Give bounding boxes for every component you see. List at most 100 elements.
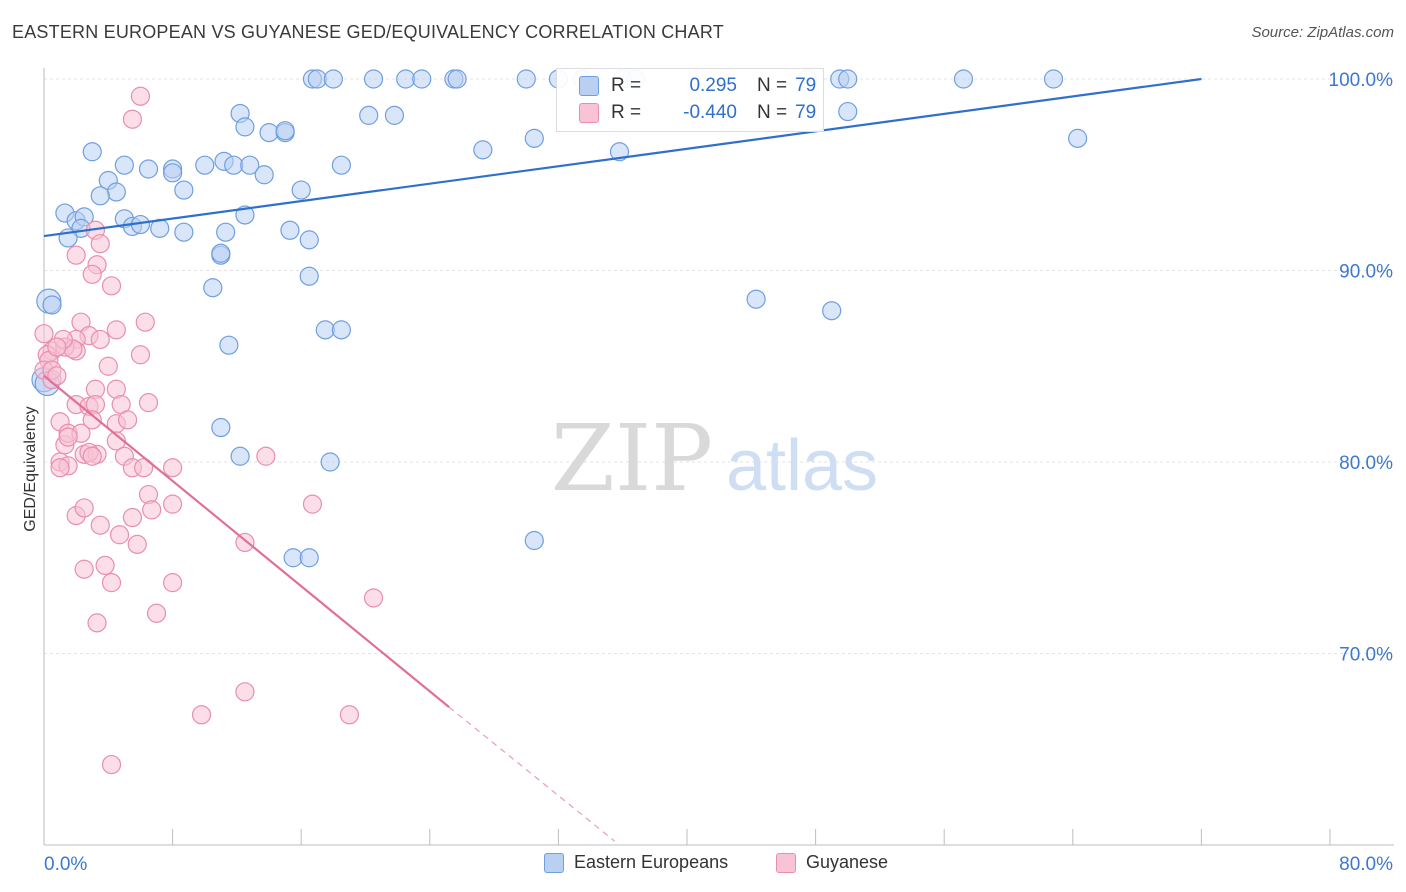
point-guyanese — [138, 393, 159, 413]
point-eastern-europeans — [195, 155, 215, 175]
point-eastern-europeans — [822, 301, 842, 321]
point-guyanese — [122, 507, 143, 528]
chart-title: EASTERN EUROPEAN VS GUYANESE GED/EQUIVAL… — [12, 22, 724, 42]
watermark-zip: ZIP — [551, 405, 713, 512]
stats-r-label: R = — [611, 75, 642, 96]
point-guyanese — [117, 410, 138, 430]
point-eastern-europeans — [275, 121, 295, 141]
point-guyanese — [363, 588, 384, 608]
point-eastern-europeans — [219, 335, 239, 355]
point-guyanese — [127, 534, 147, 554]
y-tick-label: 90.0% — [1339, 262, 1393, 283]
point-eastern-europeans — [331, 320, 351, 340]
bottom-legend: Eastern Europeans Guyanese — [0, 852, 1406, 876]
point-guyanese — [82, 264, 102, 284]
point-guyanese — [47, 337, 67, 357]
legend-item-eastern-europeans[interactable]: Eastern Europeans — [544, 852, 728, 873]
point-eastern-europeans — [1068, 128, 1088, 148]
point-guyanese — [74, 498, 94, 518]
point-guyanese — [163, 573, 183, 593]
point-guyanese — [58, 427, 78, 447]
watermark-atlas: atlas — [726, 426, 878, 506]
data-points — [31, 69, 1088, 775]
point-eastern-europeans — [174, 222, 194, 242]
point-eastern-europeans — [280, 220, 300, 240]
point-eastern-europeans — [216, 222, 236, 242]
axes — [43, 68, 1394, 846]
point-eastern-europeans — [254, 165, 274, 185]
point-guyanese — [302, 494, 323, 514]
point-eastern-europeans — [299, 266, 319, 286]
tick-labels: 70.0% 80.0% 90.0% 100.0% 0.0% 80.0% — [44, 70, 1393, 875]
point-eastern-europeans — [384, 105, 405, 125]
point-eastern-europeans — [211, 243, 231, 263]
point-eastern-europeans — [315, 320, 335, 340]
point-eastern-europeans — [516, 69, 536, 89]
point-guyanese — [95, 555, 115, 576]
point-eastern-europeans — [174, 180, 194, 200]
stats-row-guyanese: R = -0.440 N = 79 — [579, 102, 816, 124]
point-guyanese — [256, 446, 276, 466]
trend-line-guyanese — [43, 374, 450, 708]
point-guyanese — [135, 312, 155, 332]
x-tick-label-min: 0.0% — [44, 854, 87, 875]
stats-swatch-blue — [579, 76, 599, 96]
stats-swatch-pink — [579, 103, 599, 123]
point-eastern-europeans — [323, 69, 343, 89]
point-eastern-europeans — [230, 446, 250, 466]
point-guyanese — [235, 532, 255, 553]
point-guyanese — [47, 366, 67, 386]
trend-line-eastern-europeans — [43, 77, 1202, 238]
point-eastern-europeans — [299, 230, 319, 250]
point-guyanese — [109, 525, 130, 545]
point-guyanese — [130, 86, 151, 106]
point-eastern-europeans — [235, 117, 255, 137]
x-tick-label-max: 80.0% — [1339, 854, 1393, 875]
trend-lines — [43, 77, 1202, 842]
point-guyanese — [101, 573, 122, 593]
point-guyanese — [339, 705, 360, 725]
point-guyanese — [98, 356, 118, 376]
point-eastern-europeans — [42, 295, 62, 315]
point-eastern-europeans — [746, 289, 766, 309]
point-eastern-europeans — [82, 142, 102, 162]
point-eastern-europeans — [363, 69, 384, 89]
legend-item-guyanese[interactable]: Guyanese — [776, 852, 888, 873]
point-guyanese — [66, 245, 86, 265]
point-eastern-europeans — [211, 417, 231, 438]
point-guyanese — [101, 276, 122, 296]
stats-row-eastern-europeans: R = 0.295 N = 79 — [579, 75, 816, 97]
point-guyanese — [146, 603, 167, 623]
point-eastern-europeans — [138, 159, 159, 179]
point-guyanese — [50, 458, 70, 478]
point-guyanese — [191, 705, 212, 725]
stats-n-label: N = — [757, 102, 788, 123]
stats-r-label: R = — [611, 102, 642, 123]
point-eastern-europeans — [320, 452, 340, 472]
point-guyanese — [122, 109, 143, 129]
point-eastern-europeans — [163, 163, 183, 183]
point-guyanese — [82, 446, 102, 466]
legend-label: Eastern Europeans — [574, 852, 729, 872]
point-eastern-europeans — [953, 69, 974, 89]
point-guyanese — [235, 682, 255, 702]
point-guyanese — [87, 613, 107, 633]
point-guyanese — [130, 345, 151, 365]
y-tick-label: 100.0% — [1329, 70, 1394, 91]
legend-label: Guyanese — [806, 852, 889, 872]
point-guyanese — [90, 515, 110, 535]
point-guyanese — [106, 320, 126, 340]
point-eastern-europeans — [203, 278, 223, 298]
stats-n-value: 79 — [795, 75, 817, 96]
point-guyanese — [163, 494, 183, 514]
stats-legend: R = 0.295 N = 79 R = -0.440 N = 79 — [556, 68, 824, 132]
point-eastern-europeans — [90, 186, 110, 206]
y-tick-label: 80.0% — [1339, 453, 1393, 474]
watermark: ZIP atlas — [551, 405, 878, 512]
point-eastern-europeans — [106, 182, 126, 202]
point-eastern-europeans — [838, 101, 858, 122]
stats-n-label: N = — [757, 75, 788, 96]
point-eastern-europeans — [447, 69, 467, 89]
legend-swatch-pink — [776, 852, 796, 873]
point-eastern-europeans — [1043, 69, 1064, 89]
